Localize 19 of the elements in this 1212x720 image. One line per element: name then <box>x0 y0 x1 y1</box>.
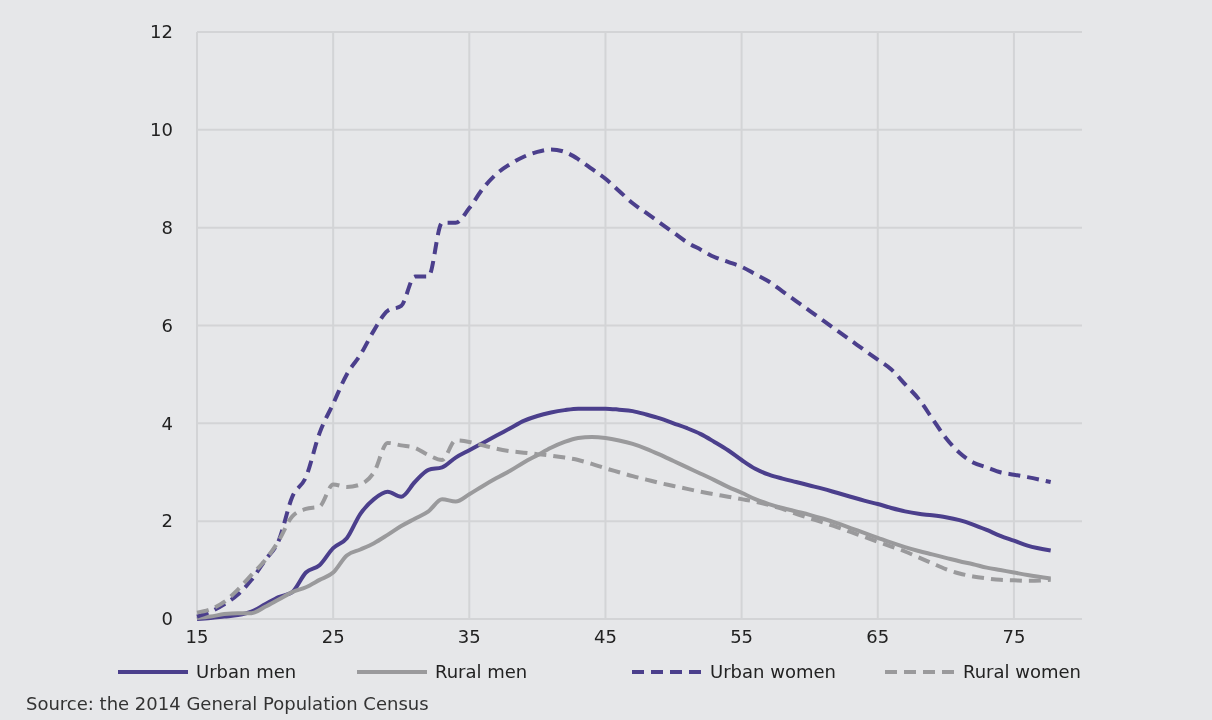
y-tick-label: 8 <box>161 216 173 238</box>
y-tick-label: 10 <box>150 119 173 141</box>
x-tick-label: 45 <box>594 626 617 647</box>
y-tick-label: 0 <box>161 608 173 630</box>
y-tick-label: 4 <box>161 412 173 434</box>
y-tick-label: 2 <box>161 510 173 532</box>
x-tick-label: 65 <box>866 626 890 647</box>
x-tick-label: 75 <box>1002 626 1026 647</box>
legend-label: Rural men <box>435 661 528 683</box>
x-tick-label: 35 <box>457 626 481 647</box>
x-tick-label: 25 <box>321 626 345 647</box>
legend-label: Urban men <box>196 661 297 683</box>
y-tick-label: 6 <box>161 314 173 336</box>
y-tick-label: 12 <box>150 21 173 43</box>
legend-label: Urban women <box>710 661 836 683</box>
source-note: Source: the 2014 General Population Census <box>26 693 429 714</box>
x-tick-label: 15 <box>185 626 209 647</box>
legend-label: Rural women <box>963 661 1082 683</box>
x-tick-label: 55 <box>730 626 754 647</box>
